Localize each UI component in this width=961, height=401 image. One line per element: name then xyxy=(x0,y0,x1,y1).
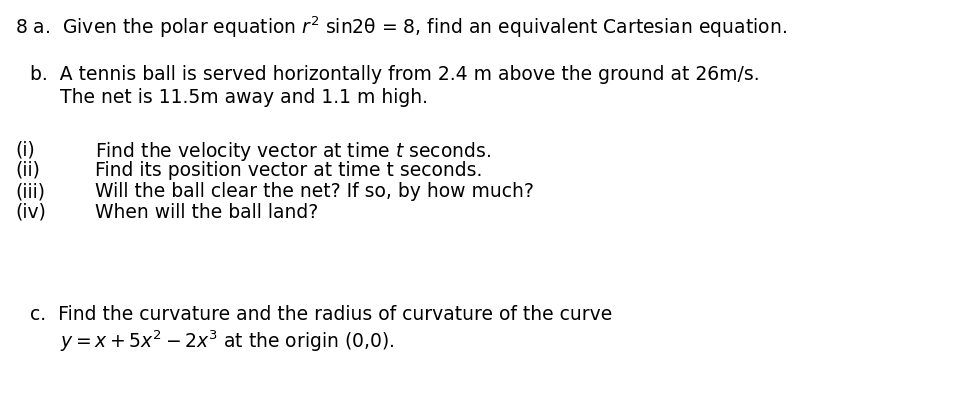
Text: Find its position vector at time t seconds.: Find its position vector at time t secon… xyxy=(95,161,481,180)
Text: The net is 11.5m away and 1.1 m high.: The net is 11.5m away and 1.1 m high. xyxy=(60,88,428,107)
Text: 8 a.  Given the polar equation $r^2$ sin2θ = 8, find an equivalent Cartesian equ: 8 a. Given the polar equation $r^2$ sin2… xyxy=(15,15,786,41)
Text: $y = x + 5x^2 - 2x^3$ at the origin (0,0).: $y = x + 5x^2 - 2x^3$ at the origin (0,0… xyxy=(60,328,394,354)
Text: Find the velocity vector at time $t$ seconds.: Find the velocity vector at time $t$ sec… xyxy=(95,140,490,163)
Text: (iv): (iv) xyxy=(15,203,46,222)
Text: When will the ball land?: When will the ball land? xyxy=(95,203,318,222)
Text: (ii): (ii) xyxy=(15,161,39,180)
Text: (iii): (iii) xyxy=(15,182,45,201)
Text: b.  A tennis ball is served horizontally from 2.4 m above the ground at 26m/s.: b. A tennis ball is served horizontally … xyxy=(30,65,759,84)
Text: (i): (i) xyxy=(15,140,35,159)
Text: c.  Find the curvature and the radius of curvature of the curve: c. Find the curvature and the radius of … xyxy=(30,305,611,324)
Text: Will the ball clear the net? If so, by how much?: Will the ball clear the net? If so, by h… xyxy=(95,182,533,201)
